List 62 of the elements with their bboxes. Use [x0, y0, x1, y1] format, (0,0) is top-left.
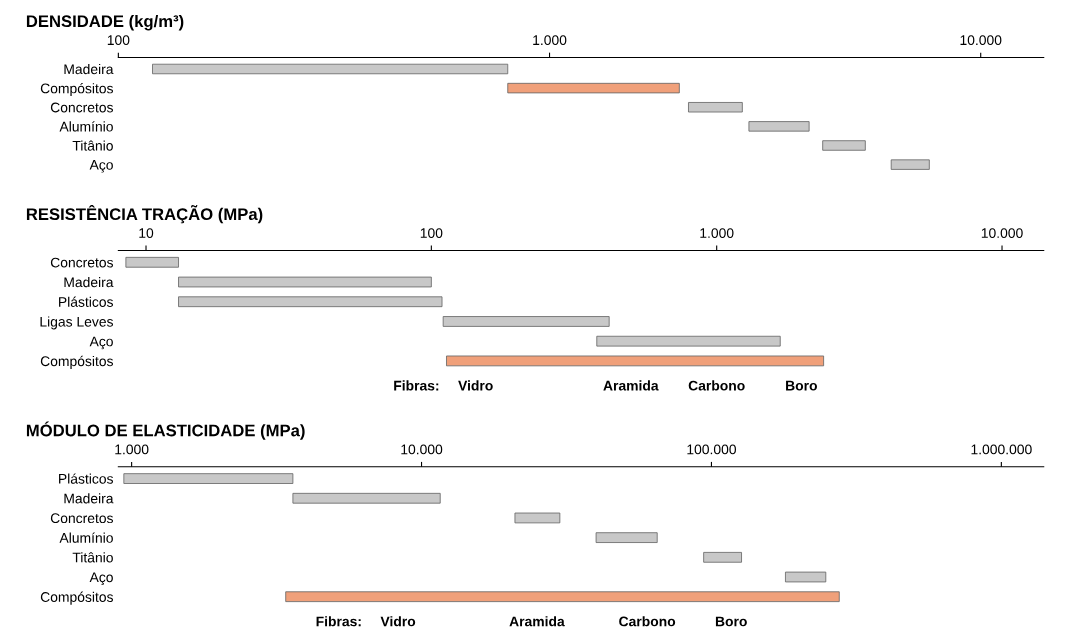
y-tick-label: Alumínio: [59, 532, 113, 543]
y-tick-label: Concretos: [50, 513, 113, 524]
bar: [822, 140, 866, 151]
annotation: Boro: [715, 616, 747, 627]
y-tick-label: Plásticos: [59, 473, 113, 484]
x-tick-label: 10.000: [960, 35, 1002, 46]
y-tick-label: Compósitos: [40, 355, 113, 369]
bar: [514, 512, 561, 524]
y-tick-label: Concretos: [50, 102, 113, 113]
annotation: Aramida: [509, 616, 565, 627]
annotation: Boro: [786, 380, 817, 391]
text: Fibras:: [394, 380, 439, 391]
y-tick-label: Aço: [89, 336, 113, 350]
bar: [442, 316, 610, 327]
x-tick-label: 100.000: [687, 444, 737, 455]
y-tick-label: Titânio: [72, 552, 113, 563]
annotation: Vidro: [380, 616, 416, 627]
y-tick-label: Aço: [89, 572, 113, 585]
y-tick-label: Madeira: [64, 493, 114, 504]
annotation: Carbono: [688, 380, 745, 391]
x-tick-label: 1.000.000: [971, 444, 1032, 455]
y-tick-label: Plásticos: [59, 296, 113, 307]
y-tick-label: Compósitos: [40, 591, 113, 605]
bar: [152, 63, 509, 75]
x-tick-label: 10.000: [401, 444, 443, 455]
y-tick-label: Madeira: [64, 276, 114, 288]
annotation: Carbono: [619, 616, 676, 627]
y-tick-label: Ligas Leves: [40, 316, 113, 330]
bar: [507, 82, 680, 94]
y-tick-label: Concretos: [50, 257, 113, 268]
text: Fibras:: [316, 616, 361, 627]
bar: [703, 551, 742, 563]
bar: [890, 159, 930, 170]
annotation: Aramida: [603, 380, 659, 391]
y-tick-label: Madeira: [64, 63, 114, 75]
y-tick-label: Aço: [89, 160, 113, 173]
y-tick-label: Alumínio: [59, 121, 113, 132]
x-tick-label: 1.000: [700, 228, 734, 238]
x-tick-label: 1.000: [115, 444, 149, 455]
bar: [748, 121, 810, 132]
bar: [292, 492, 441, 504]
x-tick-label: 10: [139, 228, 154, 238]
bar: [446, 355, 825, 367]
bar: [125, 256, 179, 268]
x-tick-label: 10.000: [981, 228, 1023, 238]
bar: [785, 571, 827, 583]
bar: [688, 102, 743, 113]
chart-title: DENSIDADE (kg/m³): [26, 14, 184, 31]
chart-title: MÓDULO DE ELASTICIDADE (MPa): [26, 421, 305, 440]
bar: [123, 473, 294, 484]
x-tick-label: 100: [420, 228, 443, 238]
y-tick-label: Compósitos: [40, 83, 113, 97]
y-tick-label: Titânio: [72, 140, 113, 151]
bar: [285, 591, 840, 603]
x-tick-label: 100: [107, 35, 130, 46]
bar: [596, 335, 781, 347]
bar: [178, 276, 432, 288]
x-tick-label: 1.000: [533, 35, 567, 46]
bar: [595, 532, 658, 543]
annotation: Vidro: [458, 380, 493, 391]
chart-title: RESISTÊNCIA TRAÇÃO (MPa): [26, 204, 263, 224]
bar: [178, 296, 443, 308]
